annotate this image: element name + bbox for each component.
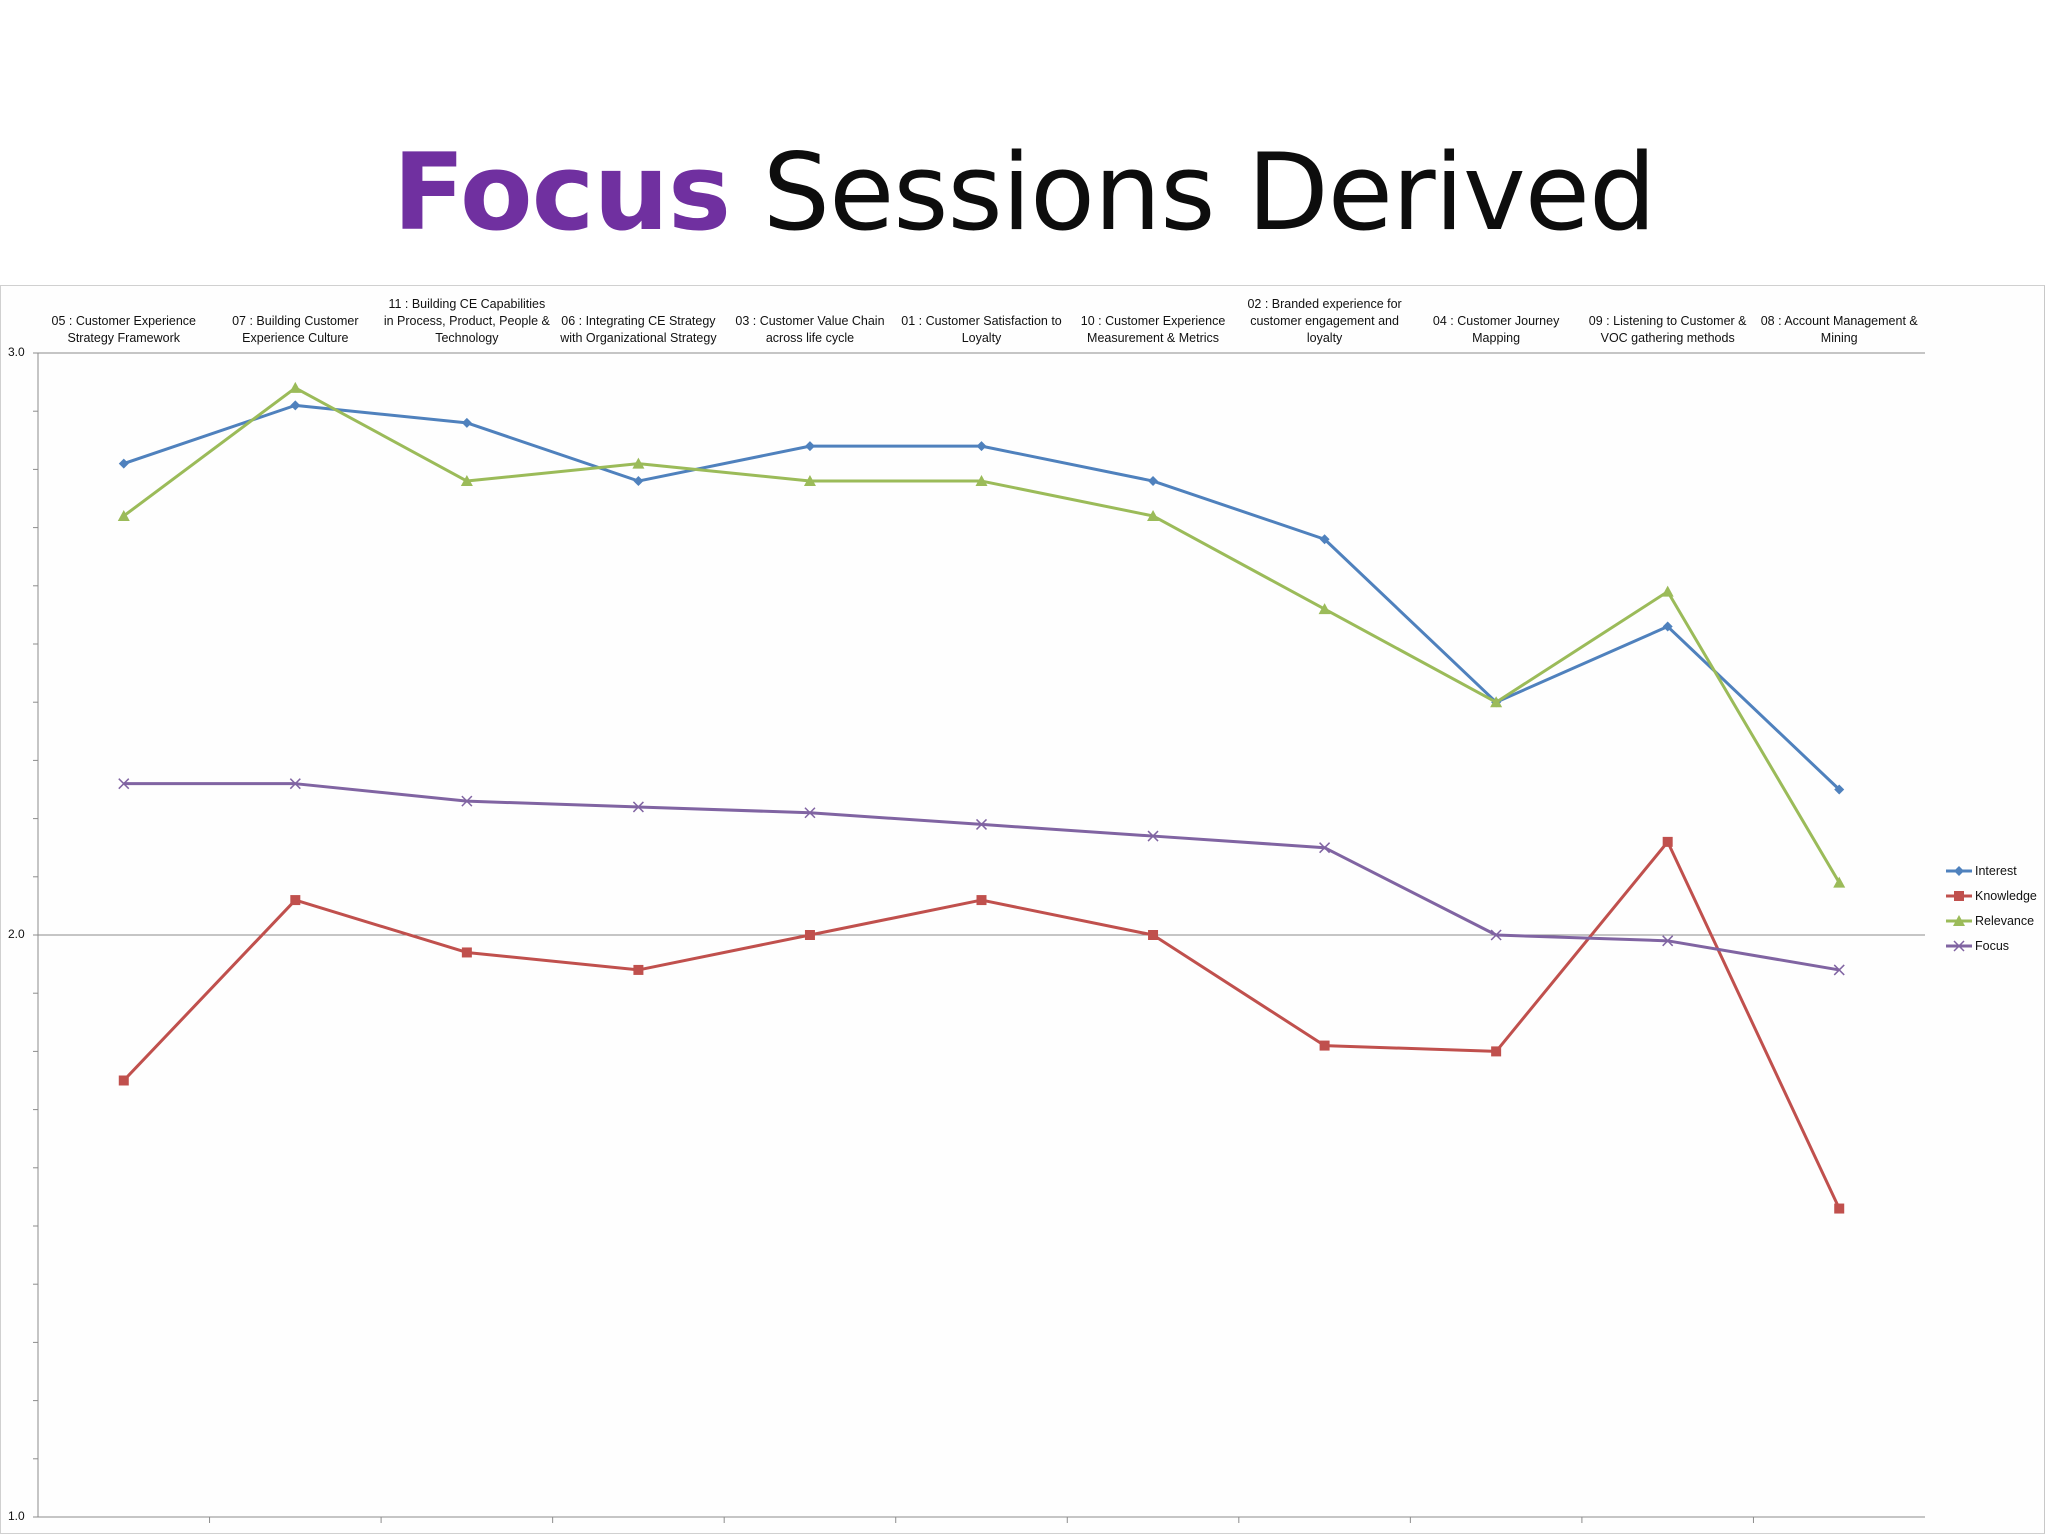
series-interest-point (461, 417, 472, 428)
series-relevance-point (1318, 603, 1331, 615)
series-interest-point (976, 441, 987, 452)
slide-title: Focus Sessions Derived (0, 118, 2048, 268)
series-interest-point (290, 400, 301, 411)
series-focus-point (118, 778, 130, 790)
legend-relevance-label: Relevance (1975, 914, 2035, 928)
series-relevance-point (632, 457, 645, 469)
series-relevance-point (117, 509, 130, 521)
series-relevance-point (1833, 876, 1846, 888)
y-tick-label: 1.0 (8, 1509, 25, 1523)
legend-interest-point (1954, 866, 1964, 876)
series-knowledge-point (1148, 930, 1159, 940)
series-interest-line (123, 403, 1841, 791)
series-focus-point (1147, 830, 1159, 842)
y-tick-label: 3.0 (8, 345, 25, 359)
series-interest-point (1319, 534, 1330, 545)
series-focus-point (1490, 929, 1502, 941)
series-interest-point (1148, 476, 1159, 487)
slide-title-accent: Focus (392, 131, 731, 254)
legend-relevance-point (1953, 915, 1965, 926)
series-focus-point (632, 801, 644, 813)
series-focus-point (1833, 964, 1845, 976)
series-interest-point (118, 458, 129, 469)
legend-focus-label: Focus (1975, 939, 2010, 953)
category-label: 03 : Customer Value Chain across life cy… (735, 314, 885, 345)
legend-focus-point (1953, 940, 1965, 952)
category-label: 06 : Integrating CE Strategy with Organi… (560, 314, 717, 345)
series-relevance-point (1147, 509, 1160, 521)
legend-interest-label: Interest (1975, 864, 2017, 878)
series-focus-point (1319, 842, 1331, 854)
series-knowledge-point (1491, 1046, 1502, 1057)
series-knowledge-point (290, 895, 301, 906)
series-relevance-point (975, 475, 988, 487)
series-relevance-point (1661, 585, 1674, 597)
series-knowledge-point (461, 947, 472, 958)
category-label: 11 : Building CE Capabilities in Process… (383, 297, 550, 345)
series-knowledge-point (804, 930, 815, 940)
legend-knowledge-point (1954, 891, 1964, 901)
category-label: 02 : Branded experience for customer eng… (1247, 297, 1402, 345)
series-relevance-line (122, 386, 1841, 884)
category-label: 10 : Customer Experience Measurement & M… (1080, 314, 1226, 345)
series-relevance-point (460, 475, 473, 487)
series-interest-point (633, 476, 644, 487)
series-focus-point (804, 807, 816, 819)
category-label: 04 : Customer Journey Mapping (1432, 314, 1560, 345)
series-interest-point (1834, 784, 1845, 795)
legend-knowledge-label: Knowledge (1975, 889, 2037, 903)
series-interest-point (804, 441, 815, 452)
series-knowledge-point (1662, 836, 1673, 847)
category-label: 08 : Account Management & Mining (1760, 314, 1918, 345)
series-knowledge-point (118, 1075, 129, 1086)
category-label: 07 : Building Customer Experience Cultur… (232, 314, 359, 345)
series-focus-point (461, 795, 473, 807)
series-relevance-point (289, 381, 302, 393)
series-focus-line (123, 782, 1840, 972)
slide-title-rest: Sessions Derived (762, 131, 1656, 254)
series-relevance-point (1490, 696, 1503, 708)
category-label: 01 : Customer Satisfaction to Loyalty (901, 314, 1062, 345)
category-label: 05 : Customer Experience Strategy Framew… (51, 314, 197, 345)
series-relevance-point (803, 475, 816, 487)
series-knowledge-point (976, 895, 987, 906)
category-label: 09 : Listening to Customer & VOC gatheri… (1588, 314, 1747, 345)
series-focus-point (289, 778, 301, 790)
series-interest-point (1662, 621, 1673, 632)
series-focus-point (1662, 935, 1674, 947)
y-tick-label: 2.0 (8, 927, 25, 941)
series-focus-point (975, 818, 988, 830)
series-knowledge-point (1834, 1203, 1845, 1214)
series-knowledge-point (1319, 1040, 1330, 1051)
series-knowledge-point (633, 964, 644, 975)
